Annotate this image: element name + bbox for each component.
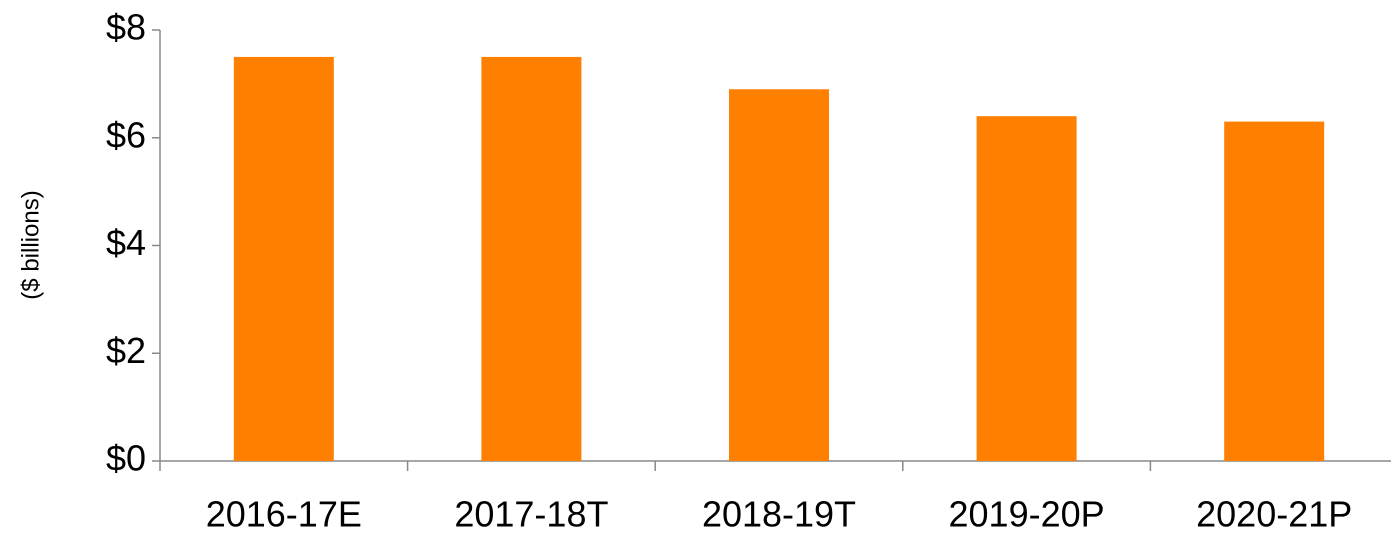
y-axis-label: ($ billions) xyxy=(17,190,44,299)
x-tick-label: 2018-19T xyxy=(702,494,856,535)
y-tick-label: $0 xyxy=(106,438,146,479)
bar xyxy=(481,56,582,461)
y-tick-label: $6 xyxy=(106,114,146,155)
bar xyxy=(729,89,829,461)
x-tick-label: 2017-18T xyxy=(454,494,608,535)
x-tick-label: 2019-20P xyxy=(949,494,1105,535)
bar xyxy=(976,116,1077,461)
y-tick-label: $2 xyxy=(106,330,146,371)
bar xyxy=(233,56,334,461)
y-tick-label: $4 xyxy=(106,222,146,263)
x-tick-label: 2016-17E xyxy=(206,494,362,535)
x-tick-label: 2020-21P xyxy=(1196,494,1352,535)
bar xyxy=(1224,121,1325,462)
y-tick-label: $8 xyxy=(106,7,146,48)
